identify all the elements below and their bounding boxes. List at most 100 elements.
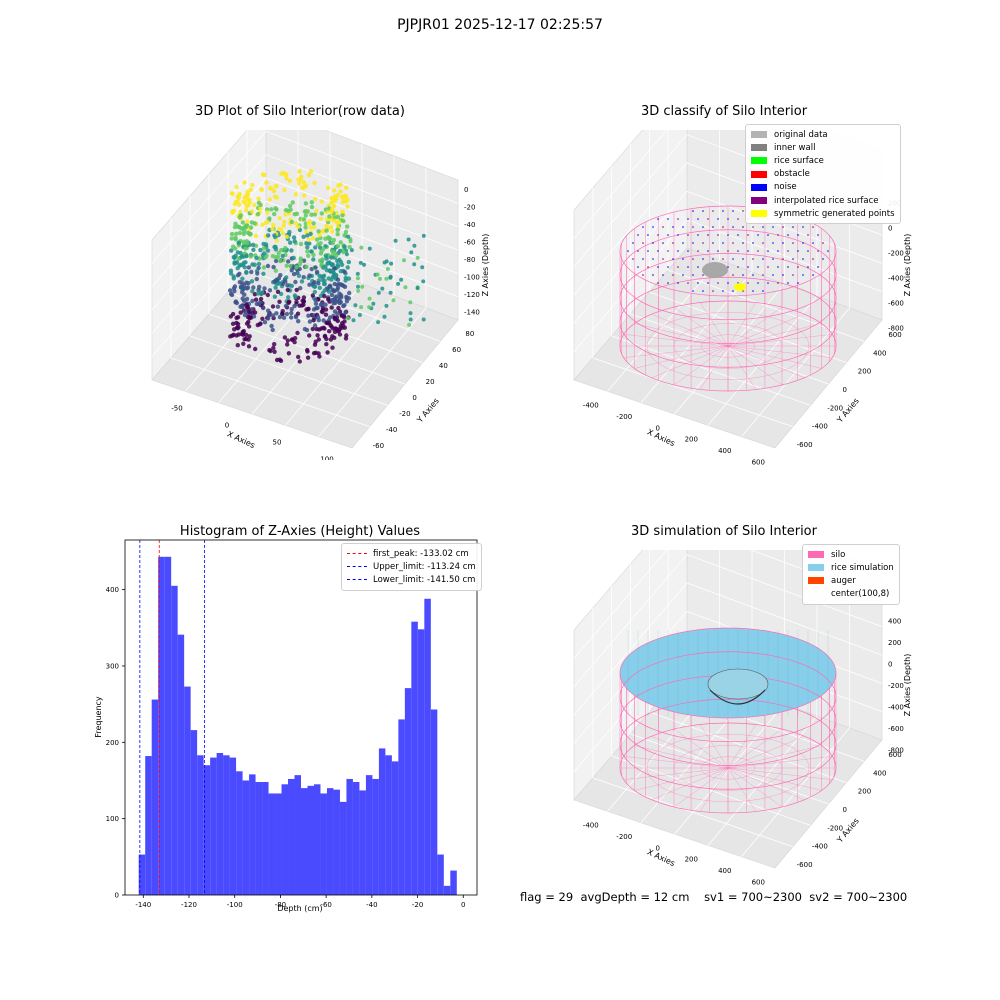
raw-point — [236, 193, 241, 199]
raw-point — [315, 315, 321, 320]
raw-point — [272, 349, 277, 354]
histogram-bar — [333, 789, 340, 895]
noise-point — [652, 242, 654, 244]
original-data-blob — [702, 262, 728, 278]
histogram-legend-item: Lower_limit: -141.50 cm — [347, 573, 476, 586]
noise-point — [682, 226, 684, 228]
legend-swatch — [751, 197, 767, 205]
raw-point — [238, 250, 243, 256]
raw-point — [320, 229, 325, 234]
raw-ztick: 0 — [464, 186, 468, 194]
raw-point — [289, 248, 294, 253]
histogram-bar — [164, 556, 172, 895]
raw-point — [235, 273, 241, 278]
raw-point — [251, 247, 256, 252]
classify-silo-ring — [619, 205, 837, 297]
raw-point — [333, 253, 339, 258]
noise-point — [757, 234, 759, 236]
raw-ytick: 40 — [439, 362, 448, 370]
raw-point — [292, 239, 297, 244]
raw-point — [314, 306, 319, 311]
histogram-bar — [404, 688, 412, 895]
raw-point — [313, 350, 318, 355]
histogram-bar — [326, 788, 334, 895]
raw-point — [312, 225, 317, 230]
raw-point — [252, 310, 258, 315]
noise-point — [722, 290, 724, 292]
raw-point — [306, 253, 311, 258]
raw-point — [330, 269, 335, 274]
raw-point — [235, 326, 240, 331]
raw-point — [266, 312, 272, 317]
raw-point — [270, 327, 275, 333]
raw-point — [340, 213, 345, 218]
legend-swatch — [808, 551, 824, 559]
noise-point — [647, 234, 649, 236]
noise-point — [667, 266, 669, 268]
raw-zlabel: Z Axies (Depth) — [481, 234, 490, 297]
raw-xtick: 100 — [320, 456, 333, 461]
classify-xtick: -200 — [616, 413, 632, 421]
raw-point — [330, 263, 335, 268]
raw-point — [328, 224, 334, 230]
raw-point — [313, 197, 318, 202]
classify-ztick: -600 — [888, 300, 904, 308]
legend-label: silo — [831, 549, 846, 560]
rice-crater — [707, 668, 769, 700]
raw-point — [293, 221, 299, 226]
raw-point — [269, 186, 274, 191]
raw-point — [235, 343, 240, 348]
raw-point — [332, 316, 337, 322]
raw-point — [421, 317, 426, 322]
noise-point — [707, 250, 709, 252]
noise-point — [662, 242, 664, 244]
histogram-xtick-label: 0 — [461, 901, 465, 909]
histogram-xlabel: Depth (cm) — [277, 904, 322, 913]
raw-point — [312, 280, 317, 285]
raw-point — [301, 234, 306, 239]
avg-depth-text: avgDepth = 12 cm — [580, 890, 690, 904]
raw-point — [310, 293, 315, 298]
simulation-ztick: -800 — [888, 746, 904, 754]
raw-point — [311, 318, 316, 323]
raw-point — [278, 291, 284, 297]
raw-point — [265, 248, 271, 253]
raw-point — [319, 309, 325, 314]
raw-point — [307, 333, 312, 338]
raw-point — [331, 218, 337, 223]
raw-point — [343, 310, 348, 315]
raw-panel-title: 3D Plot of Silo Interior(row data) — [195, 104, 405, 119]
raw-point — [329, 255, 334, 260]
histogram-bar — [437, 854, 444, 895]
noise-point — [717, 218, 719, 220]
noise-point — [647, 266, 649, 268]
noise-point — [777, 282, 779, 284]
raw-point — [284, 176, 289, 181]
simulation-ytick: -400 — [812, 843, 828, 851]
noise-point — [772, 226, 774, 228]
raw-point — [403, 285, 408, 290]
legend-swatch — [751, 183, 767, 191]
raw-point — [338, 189, 343, 194]
histogram-bar — [339, 801, 347, 895]
simulation-legend-item: silo — [808, 548, 894, 561]
raw-point — [330, 249, 335, 254]
raw-point — [248, 225, 254, 230]
noise-point — [822, 242, 824, 244]
histogram-bar — [359, 790, 366, 895]
raw-point — [302, 326, 308, 332]
simulation-ztick: -400 — [888, 703, 904, 711]
raw-point — [353, 303, 358, 308]
noise-point — [772, 274, 774, 276]
raw-point — [274, 195, 279, 200]
raw-point — [335, 329, 341, 334]
raw-point — [252, 221, 257, 226]
raw-point — [331, 203, 337, 209]
raw-point — [371, 301, 376, 306]
histogram-bar — [301, 788, 308, 895]
raw-point — [312, 212, 318, 217]
noise-point — [677, 282, 679, 284]
raw-point — [269, 323, 274, 329]
noise-point — [802, 226, 804, 228]
raw-point — [362, 262, 366, 267]
